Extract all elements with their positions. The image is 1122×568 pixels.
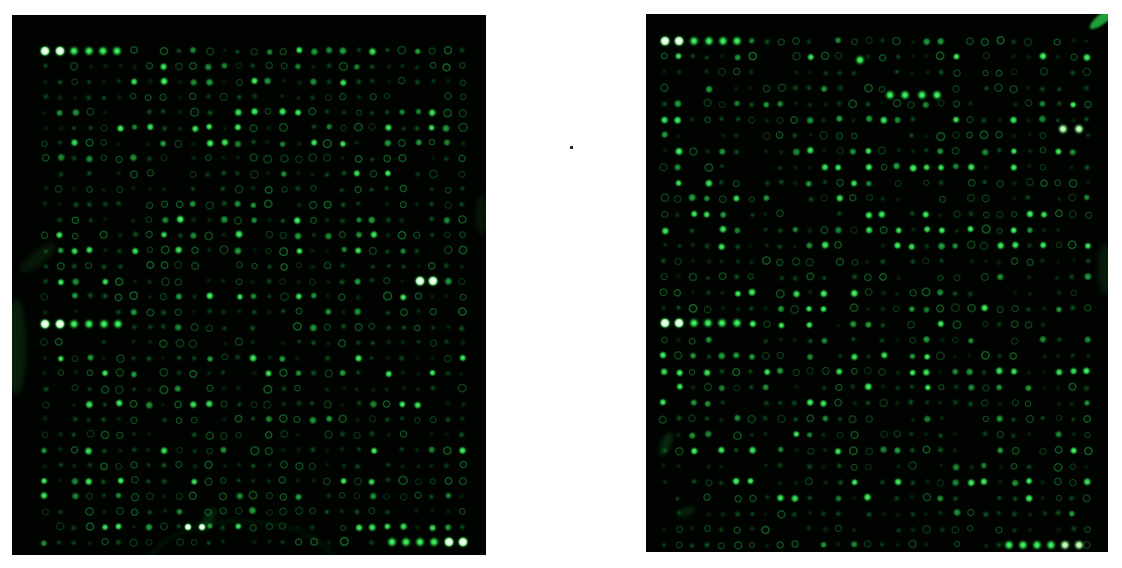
microarray-image-right [646,14,1108,552]
microarray-image-left [12,15,486,555]
microarray-spot-grid [12,44,486,555]
separator-dot [570,146,573,149]
microarray-spot-grid [658,14,1108,552]
